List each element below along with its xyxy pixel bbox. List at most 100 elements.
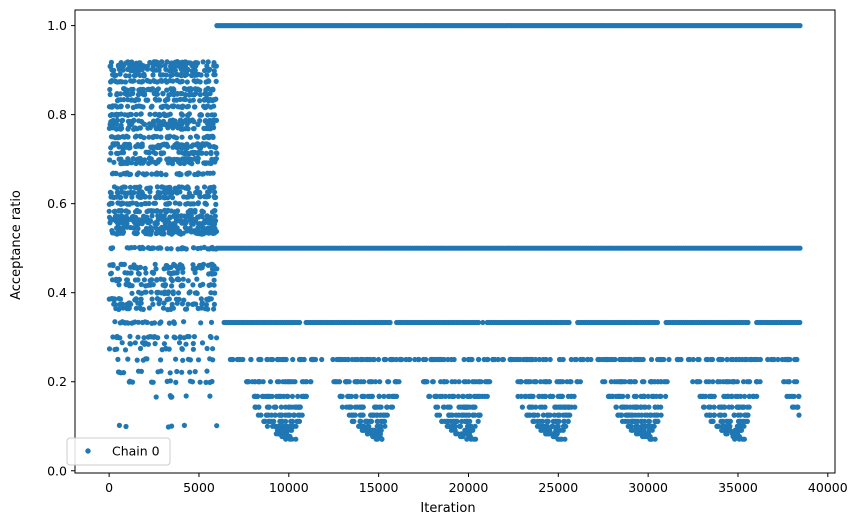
data-point [183,393,189,399]
y-tick-label: 0.8 [47,107,67,122]
data-point [165,143,171,149]
data-point [203,160,209,166]
data-point [168,264,174,270]
data-point [360,412,366,418]
data-point [477,393,483,399]
data-point [190,346,196,352]
data-point [396,379,402,385]
data-point [658,379,664,385]
x-tick-label: 20000 [449,480,489,495]
data-point [135,143,141,149]
data-point [719,427,725,433]
data-point [117,71,123,77]
legend-label: Chain 0 [112,444,160,459]
data-point [186,334,192,340]
data-point [435,404,441,410]
data-point [453,412,459,418]
data-point [722,404,728,410]
data-point [480,319,486,326]
data-point [124,224,130,230]
data-point [784,379,790,385]
data-point [132,150,138,156]
data-point [566,319,572,326]
data-point [195,134,201,140]
data-point [175,104,181,110]
data-point [134,357,140,363]
data-point [443,418,450,424]
data-point [143,283,149,289]
data-point [267,379,274,385]
data-point [131,190,137,196]
data-point [448,427,454,433]
data-point [747,356,753,363]
data-point [336,379,342,385]
data-point [547,356,553,363]
data-point [124,277,131,283]
data-point [358,418,364,424]
data-point [108,200,114,206]
data-point [113,302,119,308]
data-point [526,404,532,410]
data-point [195,245,201,252]
data-point [187,357,193,363]
data-point [374,418,380,424]
data-point [724,379,730,385]
x-tick-label: 35000 [718,480,758,495]
data-point [619,356,625,363]
data-point [633,404,639,410]
data-point [371,356,377,363]
data-point [199,208,205,214]
data-point [212,290,218,296]
data-point [546,379,553,385]
data-point [179,91,185,97]
data-point [145,149,151,155]
data-point [300,379,306,385]
data-point [706,393,712,399]
data-point [213,144,219,150]
data-point [132,184,138,190]
data-point [161,341,167,347]
data-point [135,226,141,232]
data-point [150,121,156,127]
data-point [147,189,153,195]
data-point [787,356,793,363]
data-point [296,418,302,424]
data-point [470,404,476,410]
data-point [382,418,388,424]
data-point [252,393,258,399]
data-point [622,404,628,410]
data-point [151,200,157,206]
data-point [307,379,314,385]
data-point [618,393,624,399]
data-point [704,412,710,418]
data-point [203,91,209,97]
data-point [441,379,447,385]
data-point [482,393,488,399]
data-point [205,59,211,65]
data-point [794,379,800,385]
data-point [297,404,303,410]
data-point [535,412,541,418]
data-point [164,87,170,93]
data-point [112,319,118,325]
data-point [274,393,280,399]
data-point [167,78,173,84]
data-point [175,189,181,195]
plot-frame [74,9,836,474]
data-point [125,356,131,362]
data-point [197,213,203,219]
data-point [468,423,474,429]
data-point [283,423,290,429]
data-point [201,97,207,103]
data-point [177,335,183,341]
data-point [160,194,166,200]
data-point [115,135,121,141]
data-point [644,412,651,418]
data-point [145,86,151,93]
data-point [205,78,211,84]
data-point [170,289,176,295]
data-point [452,379,458,385]
data-point [466,412,472,418]
data-point [113,194,120,200]
data-point [558,393,564,399]
